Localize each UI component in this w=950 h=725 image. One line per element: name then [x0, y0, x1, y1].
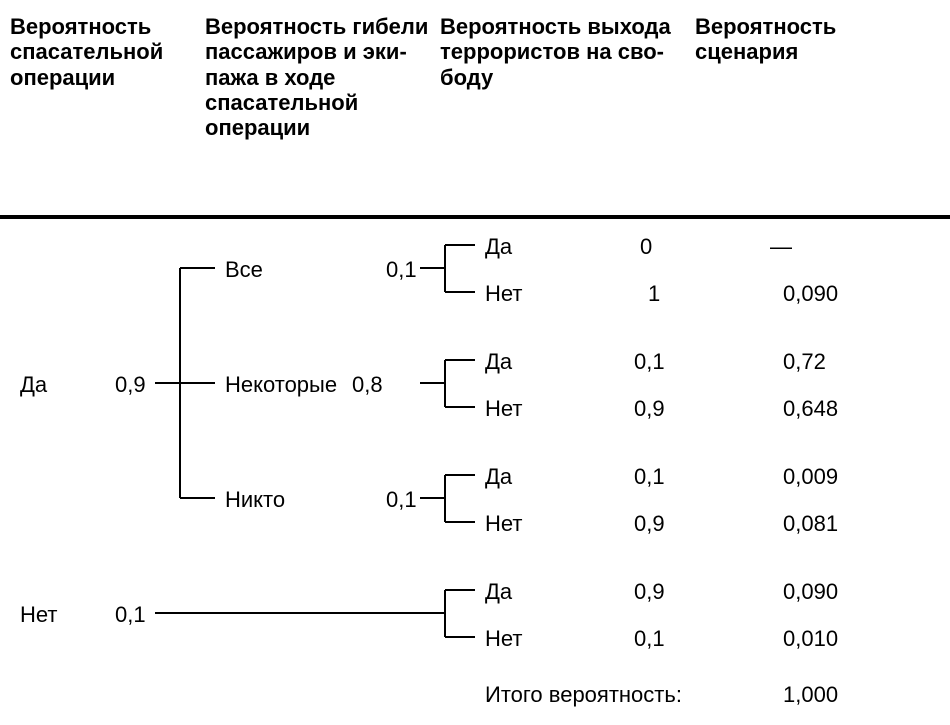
l3-r1-prob: 0 — [640, 234, 652, 260]
l3-r5-scenario: 0,009 — [783, 464, 838, 490]
l2-some-prob: 0,8 — [352, 372, 383, 398]
l3-r4-label: Нет — [485, 396, 522, 422]
l2-none-label: Никто — [225, 487, 285, 513]
l3-r1-label: Да — [485, 234, 512, 260]
l3-r2-scenario: 0,090 — [783, 281, 838, 307]
l1-yes-prob: 0,9 — [115, 372, 146, 398]
l3-r8-scenario: 0,010 — [783, 626, 838, 652]
l3-r8-label: Нет — [485, 626, 522, 652]
l3-r4-scenario: 0,648 — [783, 396, 838, 422]
l1-no-label: Нет — [20, 602, 57, 628]
l3-r1-scenario: — — [770, 234, 792, 260]
l2-all-label: Все — [225, 257, 263, 283]
l3-r6-label: Нет — [485, 511, 522, 537]
l3-r3-scenario: 0,72 — [783, 349, 826, 375]
l2-none-prob: 0,1 — [386, 487, 417, 513]
l3-r2-prob: 1 — [648, 281, 660, 307]
l3-r7-label: Да — [485, 579, 512, 605]
total-value: 1,000 — [783, 682, 838, 708]
l1-no-prob: 0,1 — [115, 602, 146, 628]
l2-some-label: Некоторые — [225, 372, 337, 398]
l3-r8-prob: 0,1 — [634, 626, 665, 652]
l3-r7-prob: 0,9 — [634, 579, 665, 605]
l3-r5-prob: 0,1 — [634, 464, 665, 490]
l3-r2-label: Нет — [485, 281, 522, 307]
probability-tree: Вероятность спасательной операции Вероят… — [0, 0, 950, 725]
l2-all-prob: 0,1 — [386, 257, 417, 283]
l1-yes-label: Да — [20, 372, 47, 398]
l3-r3-prob: 0,1 — [634, 349, 665, 375]
l3-r7-scenario: 0,090 — [783, 579, 838, 605]
l3-r5-label: Да — [485, 464, 512, 490]
l3-r4-prob: 0,9 — [634, 396, 665, 422]
l3-r6-scenario: 0,081 — [783, 511, 838, 537]
total-label: Итого вероятность: — [485, 682, 682, 708]
l3-r3-label: Да — [485, 349, 512, 375]
l3-r6-prob: 0,9 — [634, 511, 665, 537]
